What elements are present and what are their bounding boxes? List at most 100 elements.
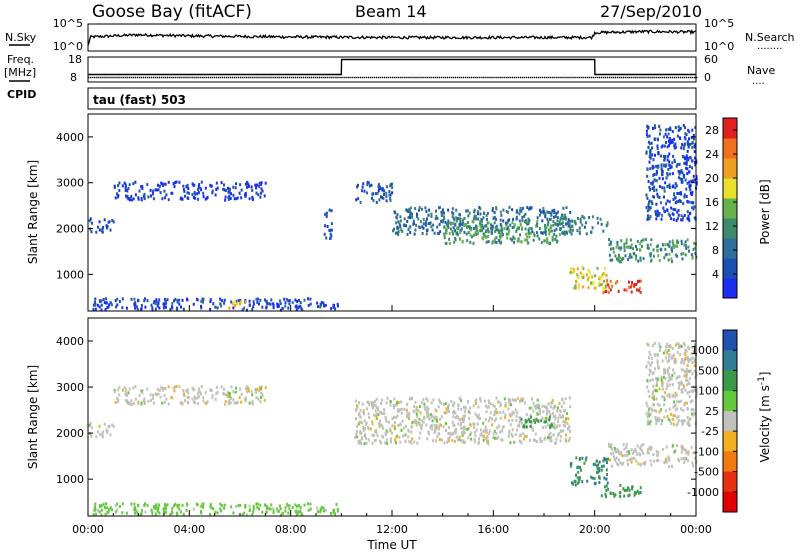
power-cell	[583, 225, 586, 229]
velocity-cell	[106, 429, 109, 433]
velocity-cell	[175, 384, 178, 388]
nave-point	[110, 76, 112, 79]
velocity-cell	[658, 403, 661, 407]
velocity-cell	[101, 435, 104, 439]
velocity-cell	[447, 403, 450, 407]
velocity-cell	[426, 409, 429, 413]
velocity-cell	[685, 372, 688, 376]
velocity-cell	[408, 440, 411, 444]
velocity-cell	[644, 460, 647, 464]
velocity-ytick-label: 3000	[56, 381, 84, 394]
velocity-cell	[94, 505, 96, 509]
velocity-cell	[357, 440, 360, 443]
velocity-cell	[322, 506, 325, 510]
velocity-cell	[477, 405, 480, 409]
nave-point	[473, 76, 475, 79]
velocity-cell	[181, 503, 184, 507]
velocity-cell	[692, 408, 695, 412]
nave-point	[179, 76, 181, 79]
power-cell	[458, 237, 461, 241]
nave-point	[495, 76, 497, 79]
power-cell	[670, 165, 673, 169]
power-cell	[646, 174, 649, 178]
power-cell	[475, 224, 478, 228]
power-cell	[658, 176, 661, 180]
velocity-cell	[566, 427, 569, 431]
velocity-cell	[272, 507, 275, 511]
power-cell	[500, 213, 503, 217]
velocity-colorbar-swatch	[723, 471, 737, 493]
nave-point	[564, 76, 566, 79]
velocity-cell	[147, 399, 150, 403]
velocity-cell	[110, 508, 113, 512]
velocity-cell	[665, 345, 668, 349]
nave-point	[331, 76, 333, 79]
power-cell	[647, 140, 650, 144]
velocity-cell	[674, 357, 677, 361]
power-cell	[573, 219, 576, 223]
power-cell	[576, 229, 579, 233]
velocity-cell	[200, 509, 202, 513]
power-cell	[682, 124, 685, 127]
velocity-cell	[674, 391, 677, 395]
power-cell	[662, 206, 665, 210]
velocity-cell	[375, 397, 378, 401]
velocity-cell	[660, 378, 663, 382]
nave-point	[430, 76, 432, 79]
power-cell	[226, 186, 229, 190]
nsky-label: N.Sky	[5, 31, 37, 44]
power-cell	[143, 196, 146, 200]
power-cell	[616, 257, 618, 261]
velocity-cell	[434, 408, 437, 412]
power-cell	[127, 186, 130, 190]
nave-point	[493, 76, 495, 79]
power-cell	[370, 183, 373, 187]
velocity-cell	[639, 447, 642, 451]
velocity-cell	[592, 462, 595, 466]
power-cell	[415, 223, 418, 227]
power-cell	[622, 257, 625, 260]
power-cell	[691, 256, 694, 260]
velocity-cell	[297, 510, 300, 514]
velocity-cell	[636, 452, 638, 456]
velocity-cell	[404, 425, 407, 428]
velocity-cell	[265, 511, 268, 515]
velocity-cell	[469, 423, 472, 427]
power-cell	[694, 126, 697, 129]
power-cell	[468, 226, 471, 230]
nave-point	[163, 76, 165, 79]
power-cell	[176, 307, 179, 311]
nave-point	[404, 76, 406, 79]
velocity-cell	[538, 411, 541, 414]
power-cell	[413, 232, 416, 236]
velocity-cell	[676, 350, 679, 354]
velocity-cell	[224, 393, 227, 397]
velocity-cell	[532, 401, 535, 405]
power-cell	[672, 243, 675, 247]
power-cell	[246, 185, 248, 189]
velocity-cell	[365, 441, 368, 445]
velocity-cell	[255, 502, 258, 506]
velocity-cell	[578, 476, 581, 480]
power-cell	[272, 302, 275, 306]
nave-point	[383, 76, 386, 79]
nave-point	[598, 76, 601, 79]
velocity-cell	[649, 369, 652, 373]
velocity-cell	[234, 390, 237, 394]
velocity-cell	[653, 397, 655, 401]
power-cell	[240, 196, 243, 200]
velocity-cell	[187, 391, 190, 395]
velocity-cell	[510, 432, 513, 436]
freq-plot	[88, 58, 698, 79]
velocity-cell	[94, 502, 97, 506]
power-cell	[675, 184, 678, 188]
power-cell	[166, 298, 169, 302]
freq-right-tick-top: 60	[704, 53, 718, 66]
power-cell	[186, 191, 189, 195]
power-cell	[252, 299, 255, 303]
velocity-cell	[562, 415, 565, 419]
velocity-cell	[662, 375, 665, 379]
power-cell	[683, 243, 686, 247]
power-cell	[324, 212, 327, 216]
velocity-cell	[500, 403, 502, 407]
